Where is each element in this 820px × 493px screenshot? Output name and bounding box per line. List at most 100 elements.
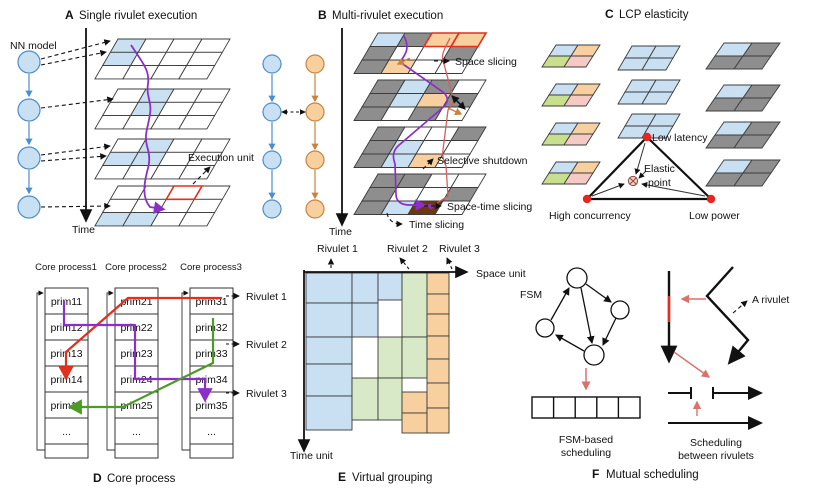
e-time-axis-label: Time unit [290, 450, 333, 462]
prim-cell-label: prim33 [195, 348, 227, 360]
panel-c-title: LCP elasticity [619, 9, 689, 21]
nn-node [262, 102, 282, 122]
prim-cell-label: ... [62, 426, 71, 438]
panel-b: B Multi-rivulet execution [262, 8, 532, 238]
a-rivulet-path [130, 44, 166, 214]
virtual-group-cell [305, 336, 353, 365]
selective-shutdown-label: Selective shutdown [437, 155, 528, 167]
panel-f: FSM FSM-based scheduling A rivulet [520, 266, 789, 481]
prim-cell-label: ... [132, 426, 141, 438]
loop-back-line [181, 290, 190, 451]
virtual-group-cell [426, 407, 450, 434]
fsm-caption-line2: scheduling [561, 447, 611, 459]
a-time-label: Time [72, 224, 95, 236]
nn-node [305, 54, 325, 74]
prim-cell-label: prim35 [195, 400, 227, 412]
virtual-group-cell [351, 377, 379, 421]
grid-cell [733, 97, 772, 112]
core-process-header: Core process2 [105, 262, 167, 273]
grid-cell [178, 212, 216, 227]
d-rivulet-pointers [226, 292, 240, 397]
panel-b-title: Multi-rivulet execution [332, 10, 443, 22]
grid-cell [434, 200, 471, 215]
vertex-low-latency [642, 132, 652, 142]
prim-cell-label: prim11 [51, 296, 82, 308]
rivulet-zigzag [705, 266, 750, 365]
time-slicing-arrow [386, 212, 403, 228]
fsm-state [535, 318, 555, 338]
virtual-group-cell [377, 272, 403, 301]
grid-cell [641, 57, 674, 71]
a-mapping-arrows [40, 39, 114, 210]
high-concurrency-label: High concurrency [549, 210, 631, 222]
low-latency-label: Low latency [652, 132, 708, 144]
grid-cell [563, 172, 594, 185]
nn-node [305, 150, 325, 170]
grid-cell [733, 172, 772, 187]
virtual-group-cell [377, 377, 403, 421]
lcp-center-arrows [591, 142, 706, 197]
virtual-group-cell [426, 335, 450, 360]
grid-cell [434, 153, 471, 168]
b-time-label: Time [329, 226, 352, 238]
virtual-group-cell [426, 382, 450, 409]
virtual-group-cell [305, 363, 353, 397]
virtual-group-cell [351, 272, 379, 304]
nn-node [17, 146, 41, 170]
b-execution-layers [353, 32, 488, 215]
e-rivulet-3-label: Rivulet 3 [439, 243, 480, 255]
prim-cell-label: prim23 [120, 348, 152, 360]
highlighted-grid-cell [449, 32, 488, 48]
b-nn-chain-blue [262, 54, 282, 219]
nn-node [17, 98, 41, 122]
loop-back-line [106, 290, 115, 451]
between-caption-line1: Scheduling [690, 437, 742, 449]
nn-node [17, 195, 41, 219]
nn-node [305, 102, 325, 122]
grid-cell [178, 115, 216, 130]
b-chain-link-arrow [281, 109, 306, 115]
c-configuration-grids [541, 42, 781, 187]
vertex-low-power [706, 194, 716, 204]
virtual-group-cell [426, 313, 450, 337]
virtual-group-cell [401, 391, 428, 414]
panel-c-letter: C [605, 7, 614, 21]
selective-shutdown-arrow [422, 158, 434, 170]
e-rivulet-2-label: Rivulet 2 [387, 243, 428, 255]
nn-node [262, 54, 282, 74]
prim-cell-label: prim12 [50, 322, 82, 334]
b-shutdown-double-arrow [451, 95, 466, 110]
panel-e: Space unit Time unit Rivulet 1 Rivulet 2… [290, 243, 526, 484]
nn-node [17, 50, 41, 74]
nn-node [262, 150, 282, 170]
a-rivulet-pointer [732, 300, 748, 314]
panel-a-title: Single rivulet execution [79, 10, 197, 22]
panel-e-caption: Virtual grouping [352, 472, 432, 484]
e-rivulet-1-label: Rivulet 1 [317, 243, 358, 255]
panel-a-letter: A [65, 8, 74, 22]
highlighted-grid-cell [164, 185, 204, 201]
split-timeline [668, 386, 763, 400]
virtual-group-cell [401, 336, 428, 379]
b-nn-chain-orange [305, 54, 325, 219]
virtual-group-cell [426, 358, 450, 384]
prim-cell-label: prim34 [195, 374, 227, 386]
virtual-group-cell [426, 272, 450, 295]
a-nn-chain [17, 50, 41, 219]
b-orange-arrow-2 [447, 107, 463, 116]
d-rivulet-3-label: Rivulet 3 [246, 388, 287, 400]
e-grouping-grid [305, 272, 450, 434]
b-rivulet-path-red [436, 37, 454, 204]
grid-cell [178, 65, 216, 80]
elastic-point-arrow [638, 170, 647, 179]
panel-f-caption: Mutual scheduling [606, 469, 699, 481]
time-slicing-label: Time slicing [409, 219, 464, 231]
e-space-axis-label: Space unit [476, 268, 526, 280]
core-process-header: Core process3 [180, 262, 242, 273]
fsm-graph [535, 267, 630, 366]
virtual-group-cell [351, 302, 379, 338]
lcp-triangle [584, 135, 714, 201]
core-process-header: Core process1 [35, 262, 97, 273]
prim-cell-label: ... [207, 426, 216, 438]
virtual-group-cell [305, 272, 353, 304]
